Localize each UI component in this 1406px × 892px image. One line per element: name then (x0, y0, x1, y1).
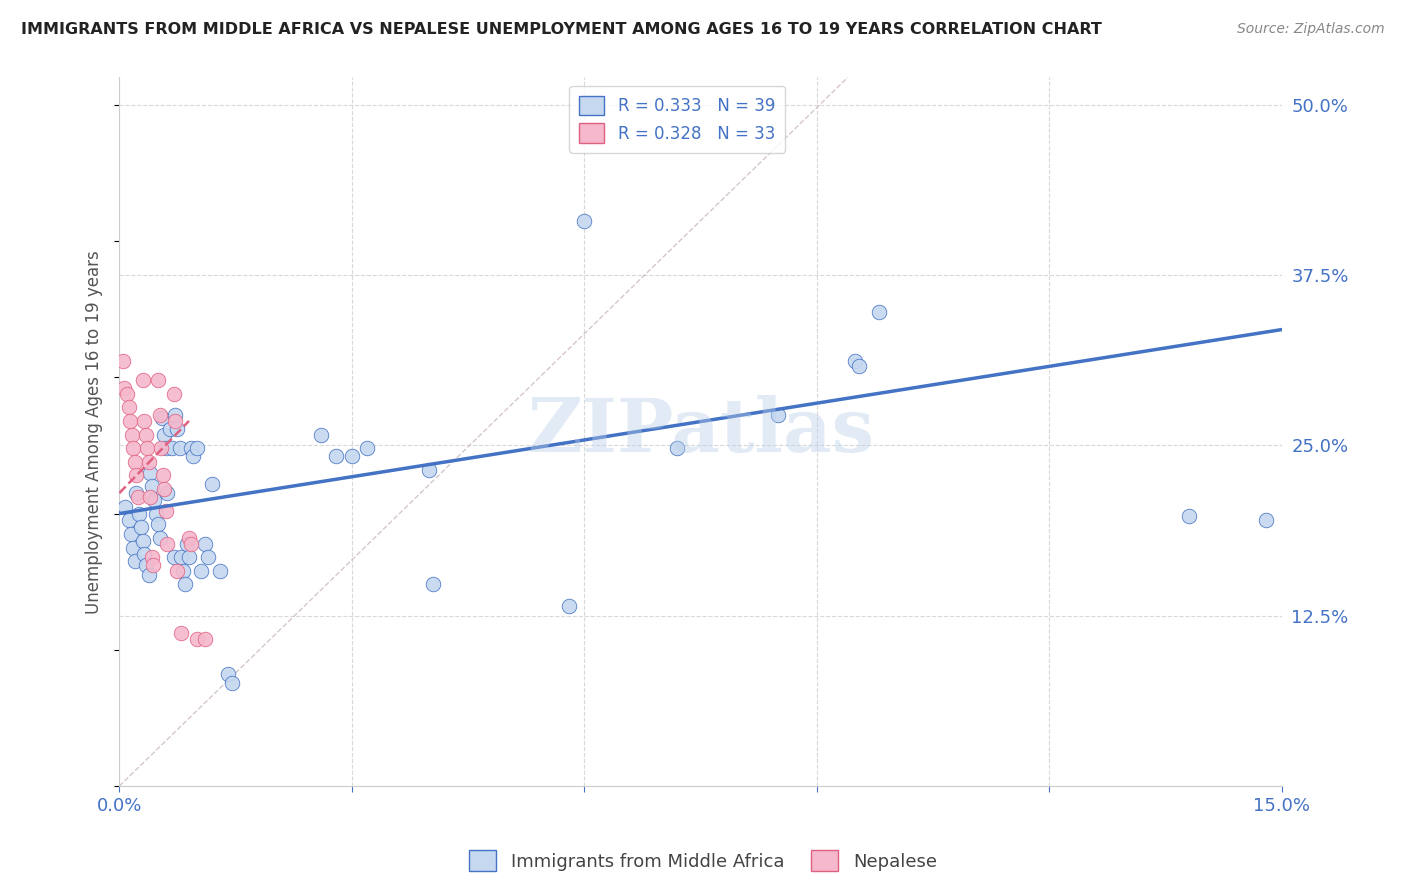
Point (146, 373, 169, 387)
Point (165, 414, 187, 428)
Point (120, 527, 142, 541)
Point (868, 305, 890, 319)
Point (148, 409, 170, 423)
Point (150, 411, 173, 425)
Y-axis label: Unemployment Among Ages 16 to 19 years: Unemployment Among Ages 16 to 19 years (86, 250, 103, 614)
Point (124, 554, 146, 568)
Point (129, 520, 152, 534)
Point (139, 466, 162, 480)
Point (1177, 509, 1199, 524)
Point (148, 531, 170, 545)
Point (132, 548, 155, 562)
Point (197, 550, 219, 565)
Point (159, 422, 181, 436)
Point (121, 427, 143, 442)
Point (156, 486, 179, 500)
Point (1256, 513, 1278, 527)
Point (165, 409, 187, 423)
Point (666, 441, 689, 455)
Text: ZIPatlas: ZIPatlas (527, 395, 875, 468)
Point (766, 409, 789, 423)
Point (193, 632, 215, 646)
Point (340, 450, 363, 464)
Point (176, 536, 198, 550)
Point (128, 507, 150, 521)
Point (135, 558, 157, 573)
Point (193, 536, 215, 550)
Point (112, 354, 135, 368)
Point (135, 427, 157, 442)
Point (153, 482, 176, 496)
Point (145, 507, 167, 521)
Point (155, 504, 177, 518)
Point (114, 500, 136, 514)
Point (844, 354, 866, 368)
Point (115, 386, 138, 401)
Point (120, 414, 142, 428)
Point (122, 541, 145, 555)
Point (131, 533, 153, 548)
Point (162, 386, 184, 401)
Point (418, 463, 440, 477)
Point (325, 450, 347, 464)
Point (166, 564, 188, 578)
Point (181, 450, 204, 464)
Point (172, 564, 194, 578)
Point (155, 441, 177, 455)
Point (180, 536, 202, 550)
Point (309, 427, 332, 442)
Point (186, 632, 208, 646)
Point (142, 558, 165, 573)
Point (166, 422, 188, 436)
Point (174, 577, 197, 591)
Point (422, 577, 444, 591)
Point (117, 513, 139, 527)
Point (125, 468, 148, 483)
Text: Source: ZipAtlas.com: Source: ZipAtlas.com (1237, 22, 1385, 37)
Point (160, 441, 183, 455)
Point (152, 468, 174, 483)
Point (221, 675, 243, 690)
Point (186, 441, 208, 455)
Point (190, 564, 212, 578)
Point (217, 667, 239, 681)
Point (574, 213, 596, 227)
Point (558, 599, 581, 614)
Point (124, 455, 146, 469)
Point (208, 564, 231, 578)
Legend: R = 0.333   N = 39, R = 0.328   N = 33: R = 0.333 N = 39, R = 0.328 N = 33 (569, 86, 785, 153)
Point (162, 550, 184, 565)
Point (131, 373, 153, 387)
Legend: Immigrants from Middle Africa, Nepalese: Immigrants from Middle Africa, Nepalese (463, 843, 943, 879)
Point (139, 490, 162, 504)
Point (150, 441, 173, 455)
Point (127, 490, 149, 504)
Point (117, 401, 139, 415)
Point (138, 568, 160, 582)
Point (141, 479, 163, 493)
Point (201, 476, 224, 491)
Point (125, 486, 148, 500)
Point (170, 626, 193, 640)
Point (170, 550, 193, 565)
Point (138, 455, 160, 469)
Point (169, 441, 191, 455)
Point (180, 441, 202, 455)
Point (122, 441, 145, 455)
Point (132, 414, 155, 428)
Point (146, 517, 169, 532)
Point (156, 536, 179, 550)
Text: IMMIGRANTS FROM MIDDLE AFRICA VS NEPALESE UNEMPLOYMENT AMONG AGES 16 TO 19 YEARS: IMMIGRANTS FROM MIDDLE AFRICA VS NEPALES… (21, 22, 1102, 37)
Point (177, 550, 200, 565)
Point (848, 359, 870, 374)
Point (143, 492, 166, 507)
Point (112, 381, 135, 395)
Point (141, 550, 163, 565)
Point (177, 531, 200, 545)
Point (136, 441, 159, 455)
Point (356, 441, 378, 455)
Point (153, 427, 176, 442)
